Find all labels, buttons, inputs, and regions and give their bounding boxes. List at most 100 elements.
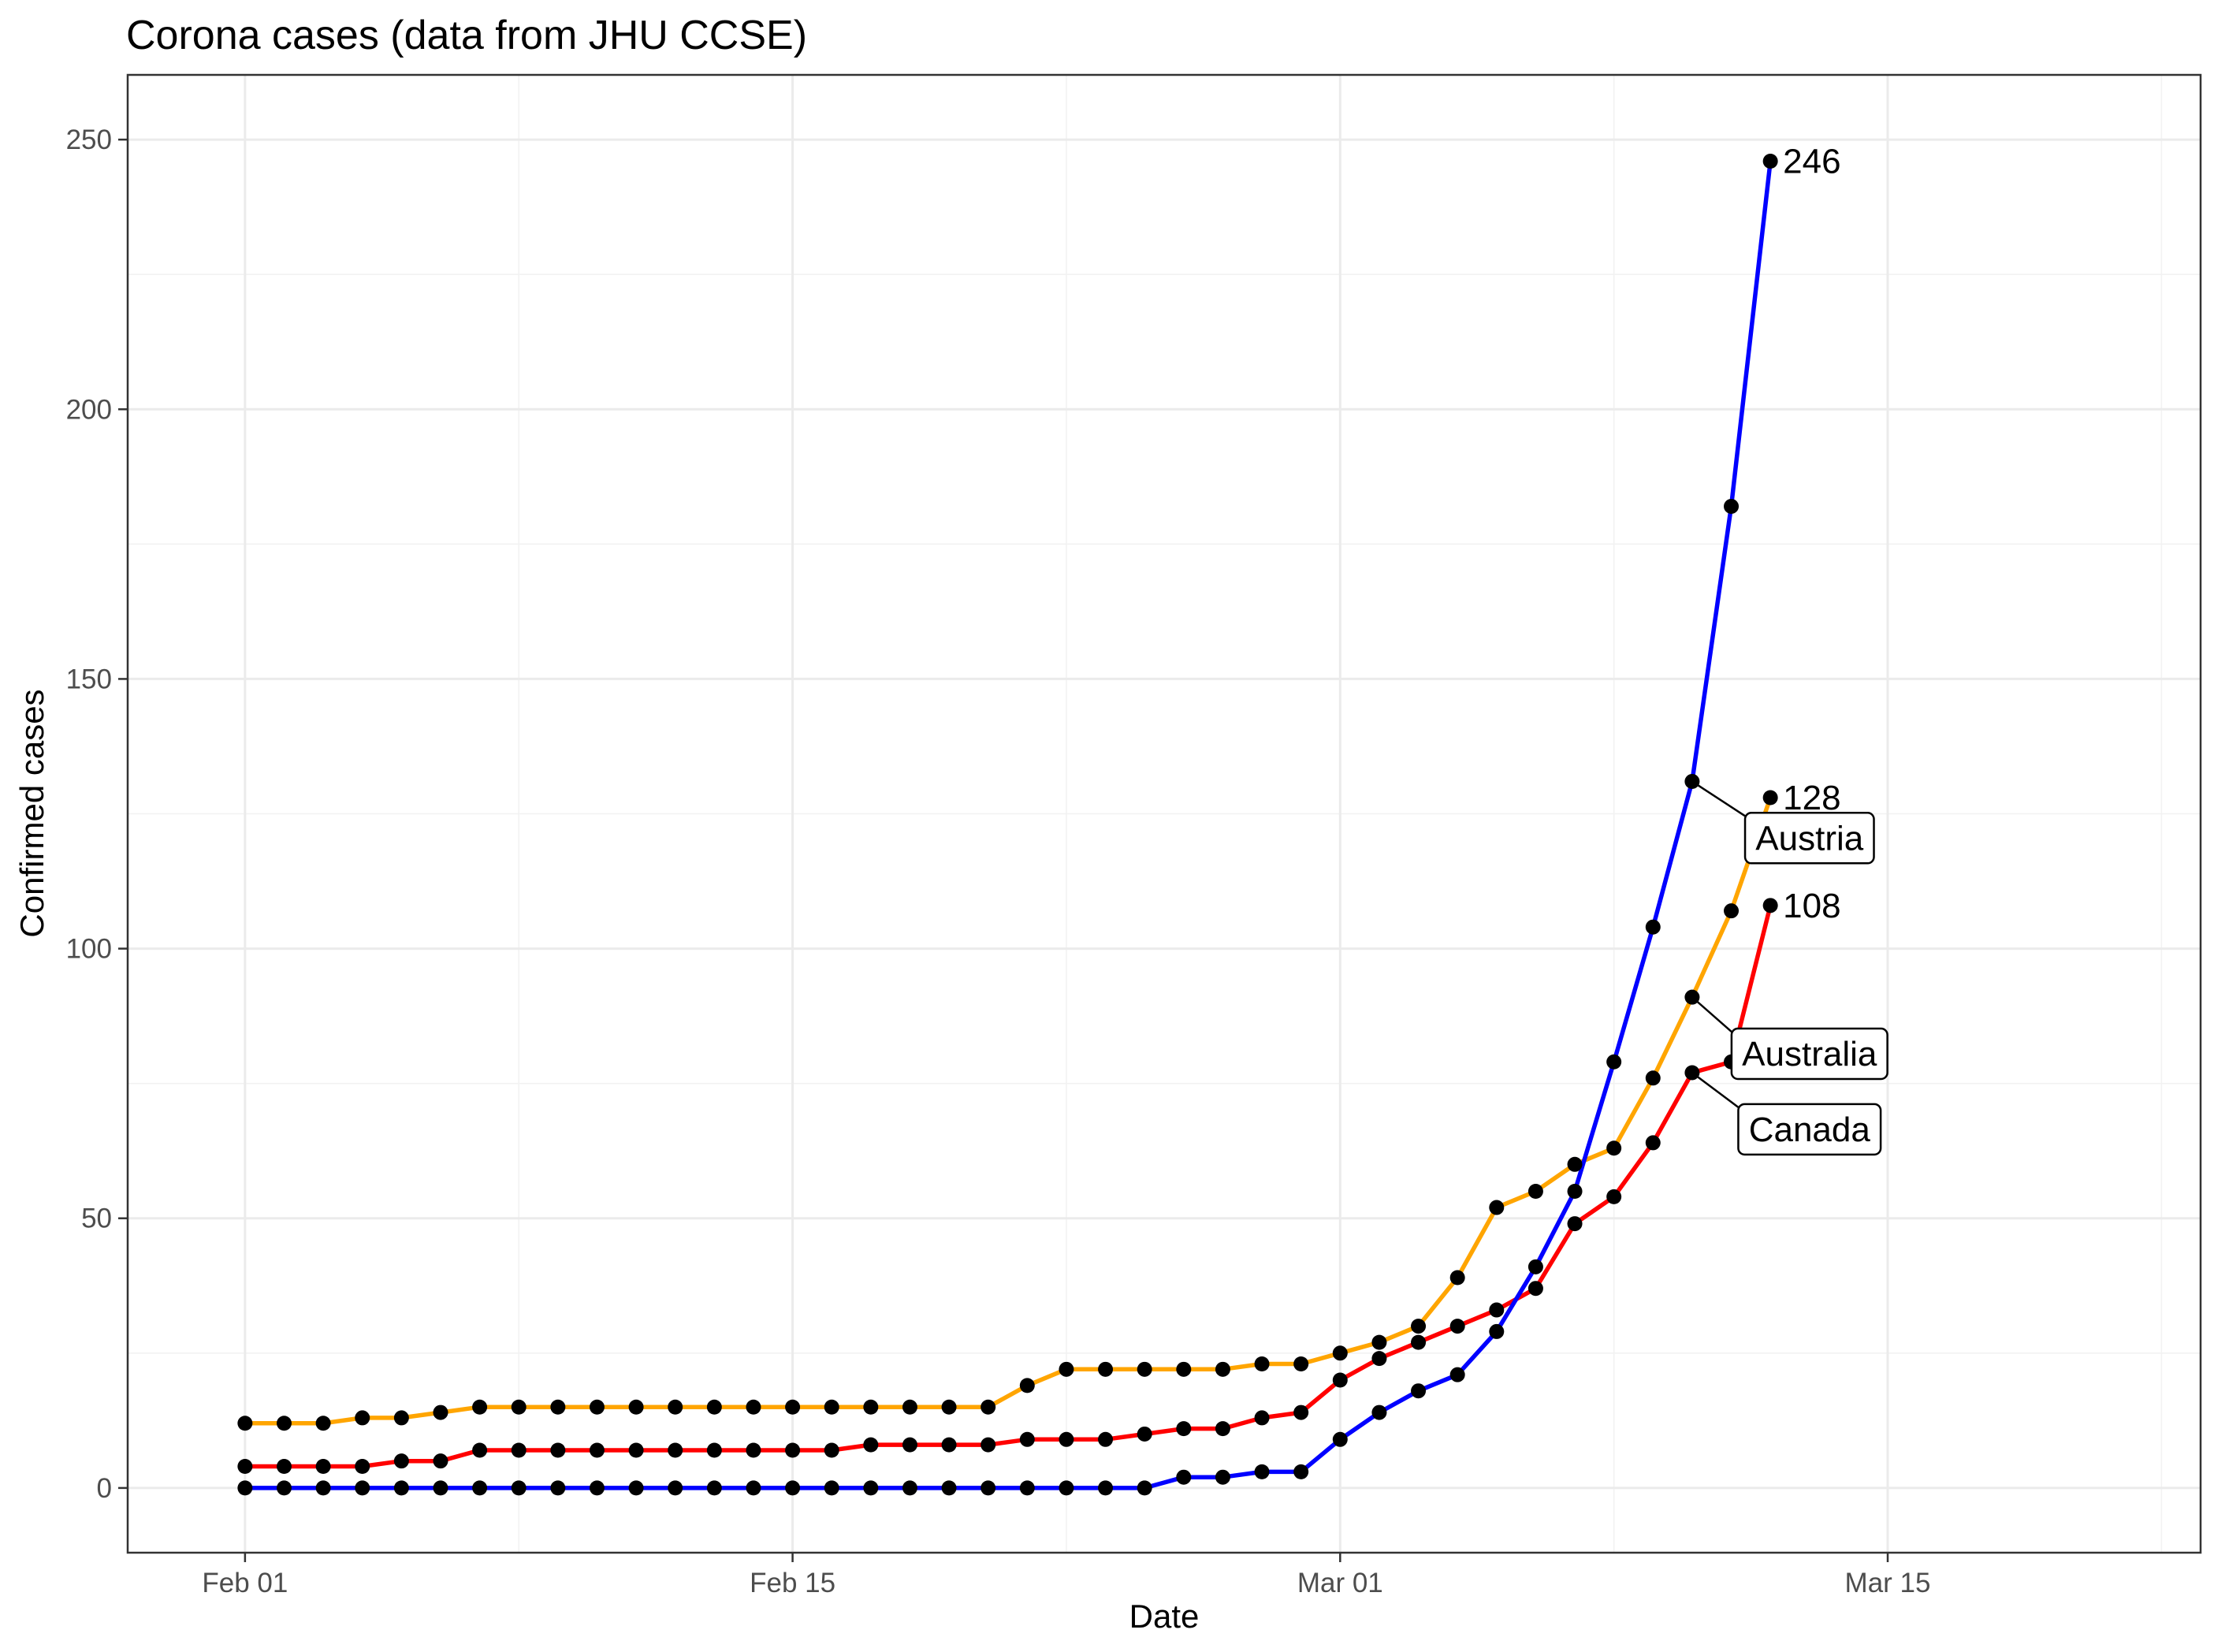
series-points [237, 153, 1778, 1496]
data-point-austria [511, 1480, 527, 1496]
y-axis-title: Confirmed cases [13, 689, 50, 937]
data-point-australia [746, 1399, 761, 1415]
x-tick-label: Mar 15 [1845, 1568, 1931, 1598]
data-point-australia [1489, 1200, 1505, 1215]
data-point-canada [785, 1442, 801, 1458]
plot-border [126, 73, 2202, 1554]
y-tick-label: 250 [66, 125, 112, 155]
data-point-australia [1059, 1361, 1074, 1377]
series-label-text-austria: Austria [1755, 819, 1863, 858]
data-point-australia [706, 1399, 722, 1415]
data-point-canada [1176, 1421, 1192, 1437]
data-point-austria [980, 1480, 996, 1496]
data-point-austria [1489, 1323, 1505, 1339]
data-point-austria [1371, 1405, 1387, 1420]
data-point-austria [1254, 1464, 1270, 1479]
data-point-canada [1762, 898, 1778, 913]
label-leader-austria [1691, 780, 1746, 817]
series-label-text-canada: Canada [1749, 1111, 1871, 1149]
data-point-australia [1215, 1361, 1230, 1377]
data-point-austria [1176, 1469, 1192, 1485]
series-label-box-austria [1743, 812, 1875, 865]
data-point-canada [824, 1442, 839, 1458]
x-axis: Feb 01 Feb 15 Mar 01 Mar 15 [202, 1553, 1930, 1598]
data-point-austria [550, 1480, 566, 1496]
data-point-australia [511, 1399, 527, 1415]
x-axis-title: Date [1129, 1598, 1200, 1635]
data-point-canada [1567, 1216, 1583, 1232]
data-point-australia [824, 1399, 839, 1415]
y-tick-label: 200 [66, 394, 112, 425]
data-point-austria [941, 1480, 957, 1496]
data-point-canada [1019, 1431, 1035, 1447]
data-point-australia [550, 1399, 566, 1415]
data-point-australia [1332, 1345, 1348, 1361]
plot-area: 128 108 246 Austria Australia Canada [126, 73, 2202, 1554]
data-point-canada [1411, 1334, 1427, 1350]
data-point-australia [1606, 1140, 1622, 1156]
series-label-austria: Austria [1743, 812, 1875, 865]
series-label-box-canada [1737, 1103, 1882, 1156]
series-label-box-australia [1730, 1027, 1888, 1081]
data-point-australia [980, 1399, 996, 1415]
data-point-canada [550, 1442, 566, 1458]
chart-title: Corona cases (data from JHU CCSE) [126, 13, 807, 58]
data-point-australia [1762, 790, 1778, 806]
data-point-canada [668, 1442, 683, 1458]
data-point-australia [1724, 903, 1740, 919]
data-point-australia [472, 1399, 488, 1415]
data-point-austria [863, 1480, 879, 1496]
data-point-canada [1137, 1426, 1152, 1442]
data-point-austria [1098, 1480, 1114, 1496]
label-leader-canada [1691, 1071, 1740, 1108]
data-point-austria [1567, 1184, 1583, 1200]
data-point-austria [902, 1480, 917, 1496]
data-point-canada [902, 1437, 917, 1453]
data-point-austria [1527, 1259, 1543, 1274]
y-axis: 0 50 100 150 200 250 [66, 125, 128, 1504]
data-point-austria [1724, 498, 1740, 514]
data-point-australia [433, 1405, 448, 1420]
data-point-australia [1371, 1334, 1387, 1350]
series-label-australia: Australia [1730, 1027, 1888, 1081]
series-label-canada: Canada [1737, 1103, 1882, 1156]
data-point-canada [511, 1442, 527, 1458]
data-point-canada [589, 1442, 605, 1458]
data-point-austria [1019, 1480, 1035, 1496]
series-lines [244, 161, 1773, 1490]
data-point-australia [1567, 1156, 1583, 1172]
country-labels: Austria Australia Canada [1730, 812, 1888, 1156]
data-point-austria [1449, 1367, 1465, 1382]
y-tick-label: 100 [66, 934, 112, 965]
series-line-australia [244, 797, 1773, 1426]
y-tick-label: 50 [81, 1204, 112, 1234]
data-point-canada [1527, 1281, 1543, 1297]
data-point-austria [315, 1480, 331, 1496]
end-label-austria: 246 [1783, 142, 1840, 180]
data-point-australia [1411, 1319, 1427, 1334]
data-point-australia [1137, 1361, 1152, 1377]
data-point-austria [1137, 1480, 1152, 1496]
data-point-canada [1449, 1319, 1465, 1334]
data-point-austria [824, 1480, 839, 1496]
data-point-austria [355, 1480, 370, 1496]
data-point-australia [785, 1399, 801, 1415]
data-point-austria [1059, 1480, 1074, 1496]
end-label-australia: 128 [1783, 779, 1840, 817]
data-point-canada [941, 1437, 957, 1453]
data-point-canada [1215, 1421, 1230, 1437]
x-tick-label: Feb 15 [750, 1568, 835, 1598]
series-line-austria [244, 161, 1773, 1490]
end-labels: 128 108 246 [1783, 142, 1840, 925]
data-point-australia [1449, 1270, 1465, 1286]
data-point-australia [1527, 1184, 1543, 1200]
data-point-australia [237, 1416, 253, 1431]
data-point-austria [589, 1480, 605, 1496]
data-point-austria [785, 1480, 801, 1496]
data-point-canada [980, 1437, 996, 1453]
data-point-canada [315, 1459, 331, 1475]
data-point-canada [746, 1442, 761, 1458]
end-label-canada: 108 [1783, 887, 1840, 925]
data-point-austria [628, 1480, 644, 1496]
